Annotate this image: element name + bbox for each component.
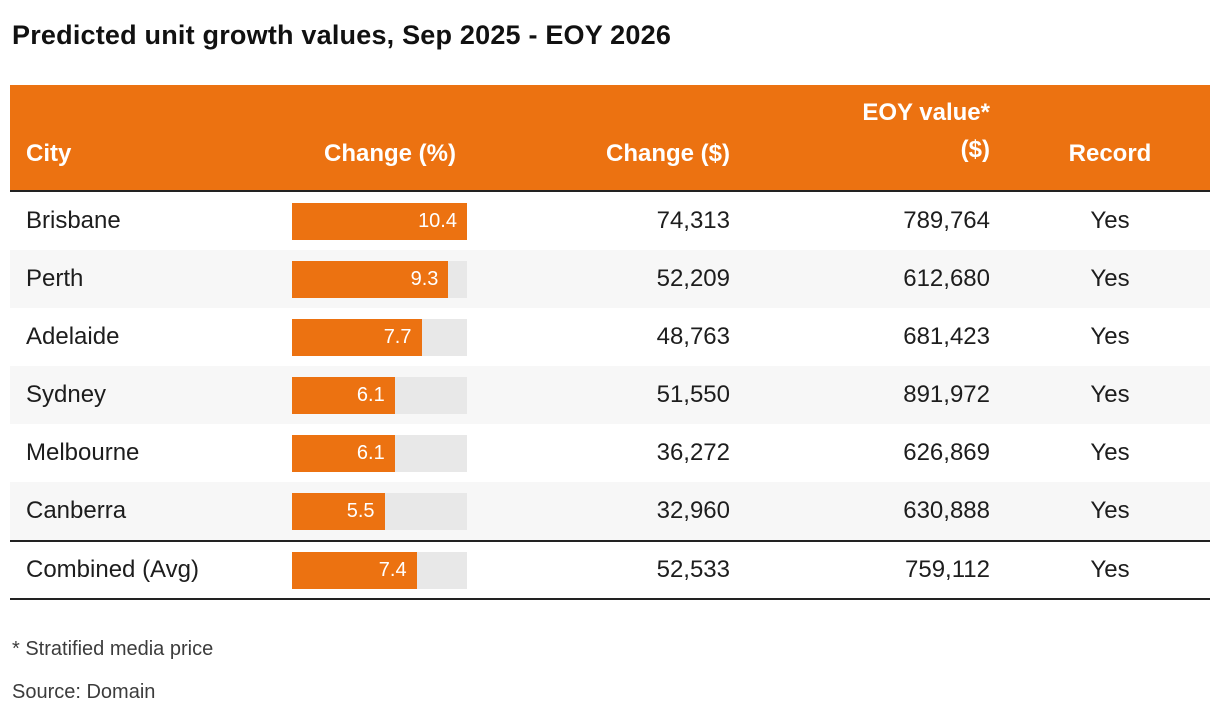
bar-value-label: 6.1 <box>356 441 385 464</box>
change-dollar-cell: 36,272 <box>656 439 730 466</box>
bar-value-label: 10.4 <box>418 209 457 232</box>
record-cell: Yes <box>1090 381 1130 408</box>
col-header-change-dollar: Change ($) <box>605 140 730 167</box>
table-row: Melbourne 6.1 36,272 626,869 Yes <box>10 424 1210 482</box>
record-cell: Yes <box>1090 556 1130 583</box>
col-header-record: Record <box>1068 140 1152 167</box>
city-cell: Combined (Avg) <box>26 556 199 583</box>
city-cell: Melbourne <box>26 439 140 466</box>
page: Predicted unit growth values, Sep 2025 -… <box>10 20 1210 704</box>
change-pct-cell: 6.1 <box>290 434 490 472</box>
city-cell: Sydney <box>26 381 107 408</box>
record-cell: Yes <box>1090 439 1130 466</box>
change-pct-cell: 10.4 <box>290 202 490 240</box>
bar-value-label: 9.3 <box>410 267 439 290</box>
eoy-value-cell: 612,680 <box>903 265 990 292</box>
bar-track: 6.1 <box>292 376 467 414</box>
change-dollar-cell: 48,763 <box>656 323 730 350</box>
record-cell: Yes <box>1090 497 1130 524</box>
bar-fill: 7.7 <box>292 318 422 356</box>
change-dollar-cell: 52,209 <box>656 265 730 292</box>
table-row: Sydney 6.1 51,550 891,972 Yes <box>10 366 1210 424</box>
table-row: Brisbane 10.4 74,313 789,764 Yes <box>10 192 1210 250</box>
table-body: Brisbane 10.4 74,313 789,764 Yes Perth 9.3 52,2… <box>10 192 1210 598</box>
bar-track: 9.3 <box>292 260 467 298</box>
change-pct-cell: 7.7 <box>290 318 490 356</box>
footnote-stratified: * Stratified media price <box>12 638 214 660</box>
bar-fill: 7.4 <box>292 551 417 589</box>
change-pct-cell: 7.4 <box>290 551 490 589</box>
bar-fill: 9.3 <box>292 260 449 298</box>
table-row: Canberra 5.5 32,960 630,888 Yes <box>10 482 1210 540</box>
change-pct-cell: 5.5 <box>290 492 490 530</box>
bar-track: 6.1 <box>292 434 467 472</box>
bar-value-label: 7.4 <box>378 558 407 581</box>
change-pct-cell: 6.1 <box>290 376 490 414</box>
eoy-value-cell: 681,423 <box>903 323 990 350</box>
record-cell: Yes <box>1090 207 1130 234</box>
eoy-value-cell: 759,112 <box>905 556 990 583</box>
change-pct-cell: 9.3 <box>290 260 490 298</box>
city-cell: Brisbane <box>26 207 121 234</box>
record-cell: Yes <box>1090 265 1130 292</box>
growth-table: City Change (%) Change ($) EOY value* ($… <box>10 85 1210 600</box>
table-row: Perth 9.3 52,209 612,680 Yes <box>10 250 1210 308</box>
footnotes: * Stratified media price Source: Domain <box>12 638 1210 704</box>
bar-value-label: 7.7 <box>383 325 412 348</box>
change-dollar-cell: 51,550 <box>656 381 730 408</box>
change-dollar-cell: 52,533 <box>656 556 730 583</box>
bar-track: 7.7 <box>292 318 467 356</box>
city-cell: Canberra <box>26 497 127 524</box>
bar-fill: 6.1 <box>292 434 395 472</box>
city-cell: Adelaide <box>26 323 120 350</box>
page-title: Predicted unit growth values, Sep 2025 -… <box>12 20 672 50</box>
col-header-city: City <box>26 140 72 167</box>
bar-fill: 10.4 <box>292 202 467 240</box>
bar-track: 10.4 <box>292 202 467 240</box>
table-header: City Change (%) Change ($) EOY value* ($… <box>10 85 1210 192</box>
bar-track: 7.4 <box>292 551 467 589</box>
bar-fill: 5.5 <box>292 492 385 530</box>
col-header-change-pct: Change (%) <box>324 140 456 167</box>
eoy-value-cell: 626,869 <box>903 439 990 466</box>
table-row: Adelaide 7.7 48,763 681,423 Yes <box>10 308 1210 366</box>
city-cell: Perth <box>26 265 84 292</box>
table-row: Combined (Avg) 7.4 52,533 759,112 Yes <box>10 540 1210 598</box>
bar-fill: 6.1 <box>292 376 395 414</box>
footnote-source: Source: Domain <box>12 681 156 703</box>
eoy-value-cell: 630,888 <box>903 497 990 524</box>
col-header-eoy-value: EOY value* ($) <box>862 98 990 163</box>
bar-value-label: 6.1 <box>356 383 385 406</box>
eoy-value-cell: 789,764 <box>903 207 990 234</box>
eoy-value-cell: 891,972 <box>903 381 990 408</box>
bar-value-label: 5.5 <box>346 499 375 522</box>
change-dollar-cell: 74,313 <box>656 207 730 234</box>
record-cell: Yes <box>1090 323 1130 350</box>
bar-track: 5.5 <box>292 492 467 530</box>
change-dollar-cell: 32,960 <box>656 497 730 524</box>
